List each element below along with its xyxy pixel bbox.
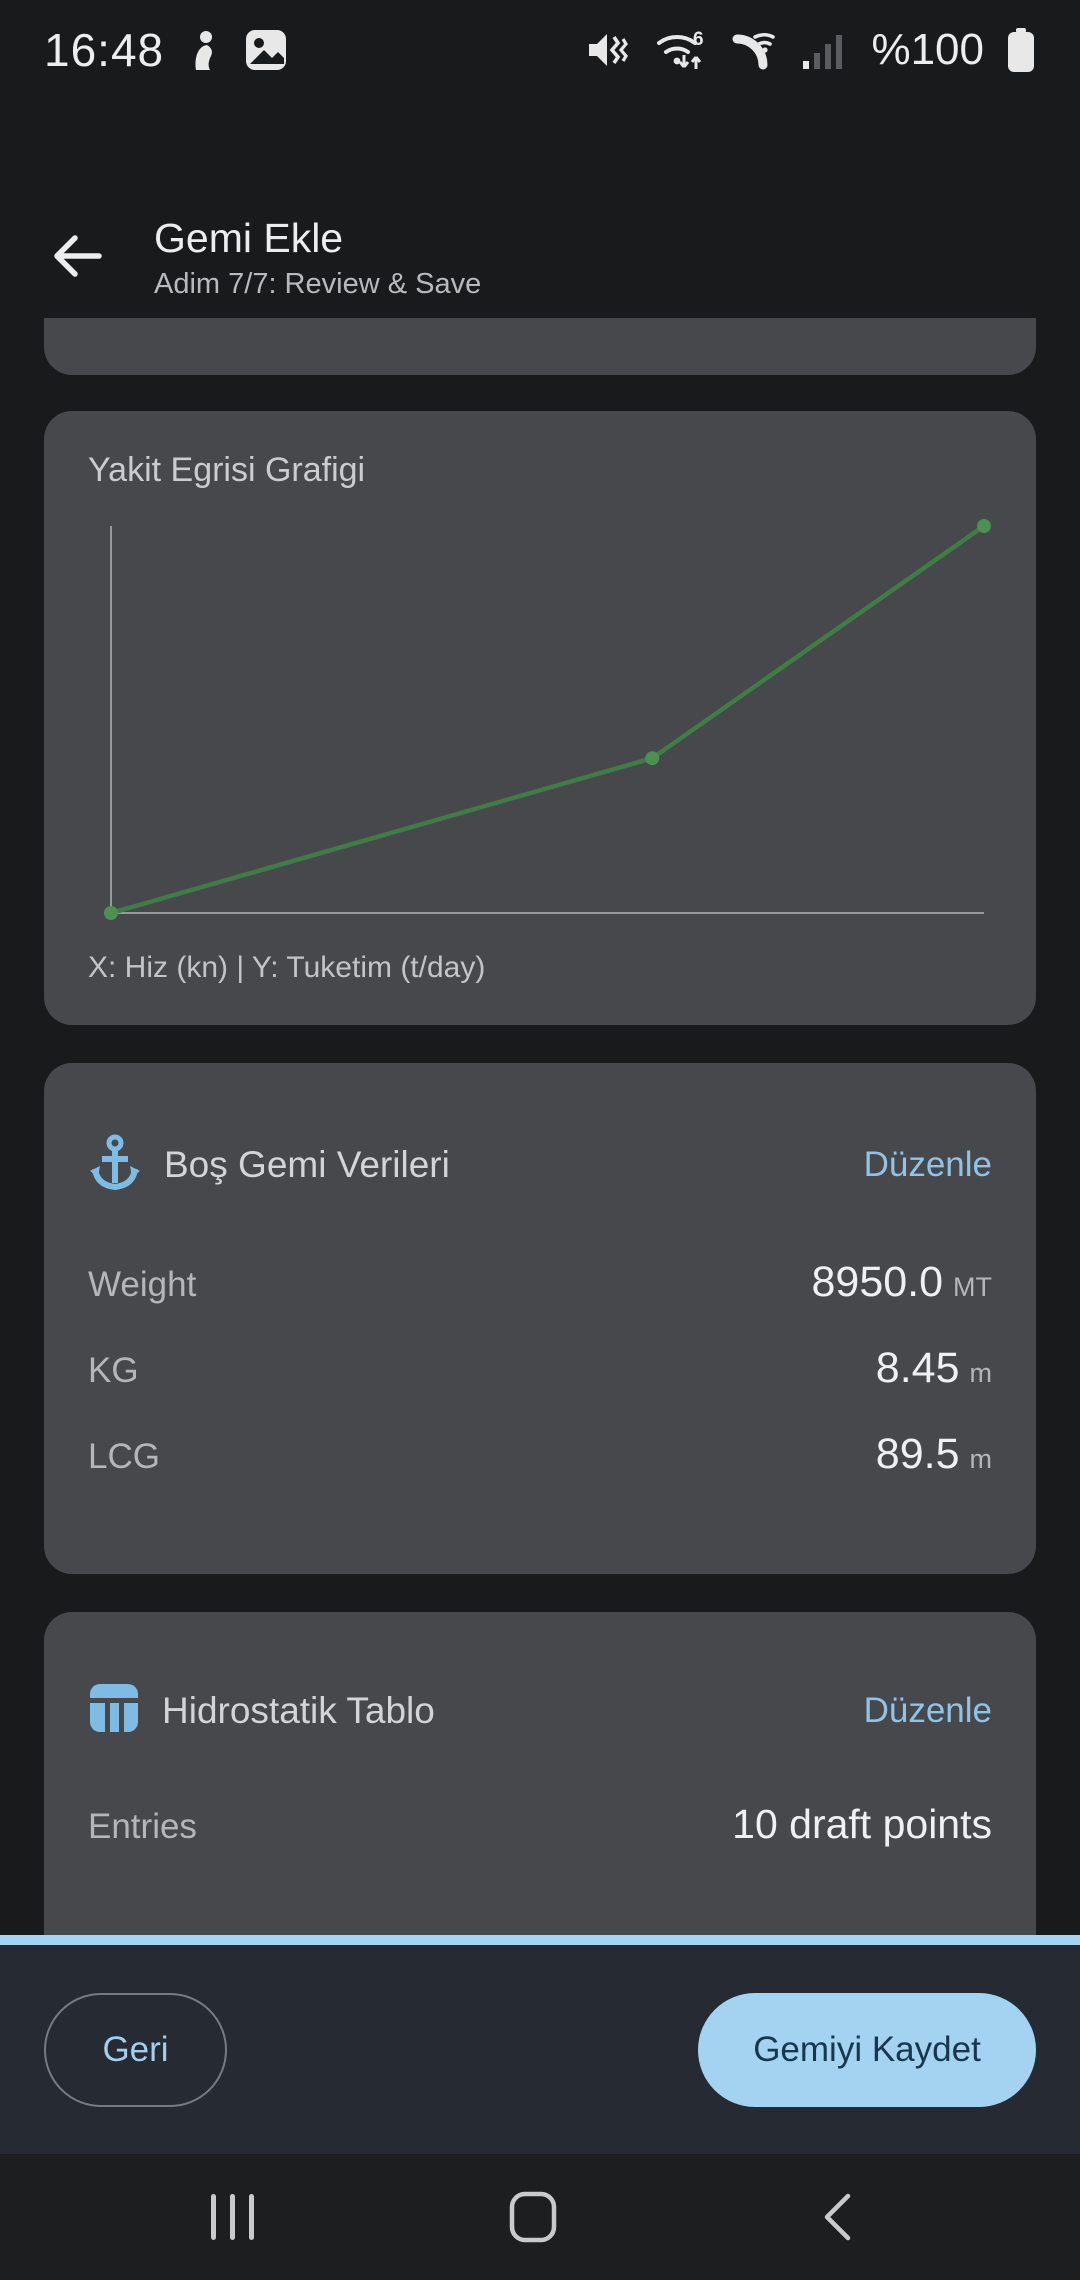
nav-back-button[interactable] bbox=[777, 2154, 897, 2280]
hydrostatic-edit-link[interactable]: Düzenle bbox=[863, 1690, 992, 1730]
recents-icon bbox=[211, 2194, 254, 2240]
status-bar: 16:48 6 %100 bbox=[0, 0, 1080, 100]
row-label: Weight bbox=[88, 1265, 197, 1304]
battery-icon bbox=[1006, 26, 1036, 74]
previous-card-partial bbox=[44, 318, 1036, 375]
table-row: KG 8.45 m bbox=[44, 1344, 1036, 1430]
lightship-card: Boş Gemi Verileri Düzenle Weight 8950.0 M… bbox=[44, 1063, 1036, 1574]
table-row: Weight 8950.0 MT bbox=[44, 1258, 1036, 1344]
clock: 16:48 bbox=[44, 24, 165, 76]
row-value: 8.45 bbox=[875, 1344, 960, 1392]
back-button[interactable] bbox=[46, 226, 110, 290]
chart-axis-caption: X: Hiz (kn) | Y: Tuketim (t/day) bbox=[88, 951, 486, 984]
footer-accent-divider bbox=[0, 1935, 1080, 1945]
person-notification-icon bbox=[186, 28, 222, 72]
hydrostatic-card-title: Hidrostatik Tablo bbox=[162, 1689, 435, 1731]
svg-text:6: 6 bbox=[693, 29, 704, 50]
chart-title: Yakit Egrisi Grafigi bbox=[88, 451, 366, 489]
row-label: KG bbox=[88, 1351, 139, 1390]
app-header: Gemi Ekle Adim 7/7: Review & Save bbox=[0, 188, 1080, 328]
row-value: 10 draft points bbox=[732, 1801, 992, 1847]
table-row: LCG 89.5 m bbox=[44, 1430, 1036, 1516]
signal-icon bbox=[801, 27, 845, 73]
lightship-card-title: Boş Gemi Verileri bbox=[164, 1143, 450, 1185]
back-step-button[interactable]: Geri bbox=[44, 1992, 227, 2107]
home-button[interactable] bbox=[473, 2154, 593, 2280]
android-nav-bar bbox=[0, 2154, 1080, 2280]
row-unit: MT bbox=[953, 1272, 992, 1302]
wifi6-icon: 6 bbox=[653, 27, 707, 73]
home-icon bbox=[509, 2191, 557, 2243]
lightship-edit-link[interactable]: Düzenle bbox=[863, 1144, 992, 1184]
recents-button[interactable] bbox=[173, 2154, 293, 2280]
table-row: Entries 10 draft points bbox=[44, 1801, 1036, 1887]
wifi-calling-icon bbox=[729, 27, 779, 73]
scroll-area[interactable]: Yakit Egrisi Grafigi X: Hiz (kn) | Y: Tu… bbox=[0, 318, 1080, 1935]
mute-vibrate-icon bbox=[585, 27, 631, 73]
page-subtitle: Adim 7/7: Review & Save bbox=[154, 268, 482, 300]
row-unit: m bbox=[969, 1358, 993, 1388]
anchor-icon bbox=[88, 1133, 142, 1196]
footer-bar: Geri Gemiyi Kaydet bbox=[0, 1945, 1080, 2154]
fuel-curve-card: Yakit Egrisi Grafigi X: Hiz (kn) | Y: Tu… bbox=[44, 411, 1036, 1025]
save-ship-button[interactable]: Gemiyi Kaydet bbox=[698, 1992, 1036, 2107]
gallery-icon bbox=[244, 28, 288, 72]
hydrostatic-card: Hidrostatik Tablo Düzenle Entries 10 dra… bbox=[44, 1612, 1036, 1935]
row-value: 8950.0 bbox=[811, 1258, 944, 1306]
back-icon bbox=[824, 2193, 851, 2241]
table-icon bbox=[88, 1682, 140, 1739]
row-value: 89.5 bbox=[875, 1430, 960, 1478]
battery-percent: %100 bbox=[871, 25, 984, 74]
back-arrow-icon bbox=[49, 232, 107, 285]
page-title: Gemi Ekle bbox=[154, 215, 344, 261]
row-label: Entries bbox=[88, 1807, 197, 1846]
row-unit: m bbox=[969, 1444, 993, 1474]
fuel-curve-chart bbox=[104, 519, 991, 920]
row-label: LCG bbox=[88, 1437, 160, 1476]
